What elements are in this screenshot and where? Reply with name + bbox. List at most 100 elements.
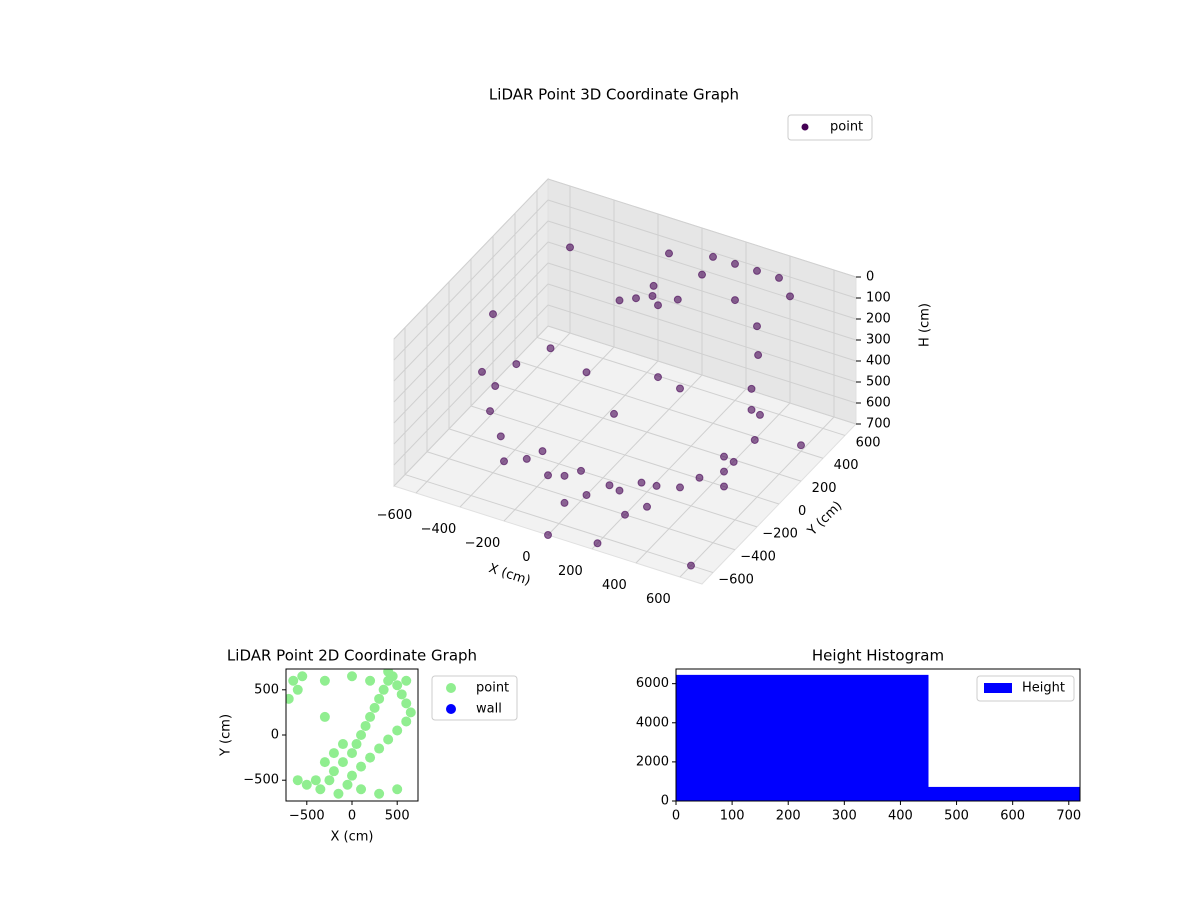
point	[652, 481, 661, 490]
grid-line	[393, 178, 549, 340]
point	[637, 478, 646, 487]
point	[347, 770, 357, 781]
legend-marker	[446, 704, 456, 714]
y-tick-label: 200	[812, 481, 837, 496]
point	[753, 322, 761, 331]
point	[405, 707, 416, 718]
point	[731, 296, 739, 305]
y-tick-label: 6000	[636, 676, 669, 691]
point	[522, 454, 531, 463]
point	[392, 784, 403, 795]
z-tick-label: 400	[866, 354, 891, 369]
x-tick-label: 700	[1056, 809, 1081, 824]
point	[347, 748, 357, 759]
legend-label: Height	[1022, 681, 1065, 696]
point	[328, 748, 339, 759]
point	[374, 743, 385, 754]
y-axis-label: Y (cm)	[804, 499, 845, 540]
point	[369, 702, 380, 713]
point	[709, 252, 717, 261]
z-tick-label: 700	[866, 417, 891, 432]
legend-label: point	[476, 681, 509, 696]
point	[720, 467, 728, 476]
point	[315, 784, 326, 795]
point	[333, 788, 344, 799]
x-tick-label: 0	[348, 809, 356, 824]
point	[328, 766, 339, 777]
z-tick-label: 100	[866, 291, 891, 306]
point	[500, 457, 508, 466]
y-tick-label: 500	[254, 682, 279, 697]
point	[566, 243, 574, 252]
point	[648, 292, 657, 300]
point	[319, 675, 330, 686]
point	[360, 720, 371, 731]
point	[396, 689, 407, 700]
point	[401, 698, 412, 709]
point	[654, 373, 662, 382]
point	[392, 680, 403, 691]
x-tick-label: 300	[832, 809, 857, 824]
point	[750, 435, 759, 444]
point	[538, 447, 547, 456]
y-tick-label: −500	[243, 773, 279, 788]
point	[786, 292, 794, 301]
grid-line	[404, 474, 714, 574]
chart-title: Height Histogram	[812, 647, 944, 665]
point	[383, 734, 394, 745]
legend-box	[976, 675, 1075, 702]
chart-title: LiDAR Point 2D Coordinate Graph	[227, 647, 477, 665]
point	[615, 486, 624, 495]
legend-box	[787, 114, 873, 141]
x-tick-label: −600	[377, 508, 413, 523]
point	[643, 502, 651, 511]
point	[496, 432, 505, 441]
point	[747, 384, 756, 393]
point	[676, 384, 684, 393]
point	[698, 270, 706, 279]
point	[720, 452, 728, 461]
point	[292, 775, 303, 786]
point	[288, 675, 299, 686]
x-axis-label: X (cm)	[331, 830, 374, 845]
x-tick-label: 100	[720, 809, 745, 824]
point	[605, 481, 614, 490]
point	[392, 725, 403, 736]
point	[544, 531, 552, 539]
z-tick-label: 0	[866, 270, 874, 285]
grid-line	[393, 241, 549, 403]
z-tick-label: 500	[866, 375, 891, 390]
x-tick-label: −200	[465, 536, 501, 551]
point	[491, 382, 500, 391]
y-tick-label: 0	[798, 504, 806, 519]
grid-line	[547, 178, 857, 278]
histogram-bar	[676, 674, 929, 801]
point	[374, 693, 385, 704]
plot-frame	[675, 668, 1081, 802]
grid-line	[547, 241, 857, 341]
x-tick-label: −400	[421, 522, 457, 537]
grid-line	[536, 336, 846, 436]
point	[374, 788, 385, 799]
chart-title: LiDAR Point 3D Coordinate Graph	[489, 86, 739, 104]
point	[582, 368, 591, 377]
point	[560, 498, 569, 507]
y-tick-label: 600	[856, 435, 881, 450]
grid-line	[393, 262, 549, 424]
x-tick-label: 0	[672, 809, 680, 824]
grid-line	[547, 325, 857, 425]
point	[356, 784, 367, 795]
point	[621, 510, 629, 519]
point	[286, 693, 294, 704]
y-tick-label: −400	[740, 550, 776, 565]
point	[753, 266, 761, 275]
grid-line	[426, 451, 736, 551]
y-tick-label: 400	[834, 458, 859, 473]
point	[687, 561, 695, 570]
point	[337, 739, 348, 750]
point	[342, 779, 353, 790]
point	[695, 473, 704, 482]
x-tick-label: 500	[385, 809, 410, 824]
